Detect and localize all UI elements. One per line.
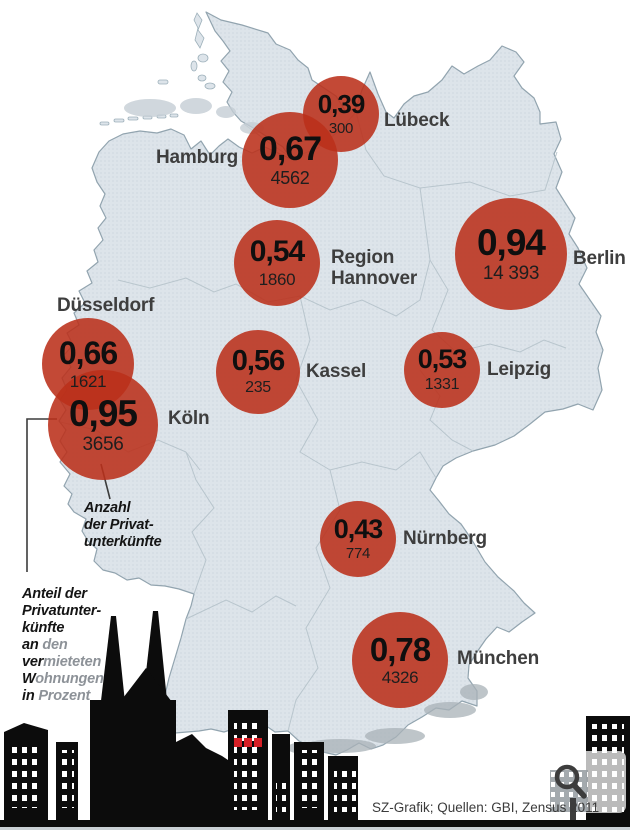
annotation-part: an: [22, 637, 43, 653]
data-bubble: [320, 501, 396, 577]
annotation-part: den: [42, 637, 68, 653]
data-bubble: [242, 112, 338, 208]
city-label: Berlin: [573, 248, 626, 269]
data-bubble: [455, 198, 567, 310]
zoom-button[interactable]: [544, 751, 626, 813]
city-label: München: [457, 648, 539, 669]
city-label: Hamburg: [156, 147, 238, 168]
data-bubble: [404, 332, 480, 408]
annotation-line: künfte: [22, 620, 65, 636]
annotation-part: Prozent: [38, 688, 91, 704]
data-bubble: [216, 330, 300, 414]
red-window-row: [234, 738, 262, 747]
annotation-part: in: [22, 688, 39, 704]
city-label: Region Hannover: [331, 247, 418, 289]
annotation-part: ohnungen: [35, 671, 104, 687]
count-annotation: Anzahl der Privat- unterkünfte: [84, 500, 162, 551]
annotation-part: mieteten: [43, 654, 102, 670]
city-label: Kassel: [306, 361, 367, 382]
annotation-line: Anzahl: [84, 500, 131, 516]
annotation-line: der Privat-: [84, 517, 154, 533]
city-label: Düsseldorf: [57, 295, 155, 316]
annotation-part: ver: [22, 654, 44, 670]
city-label: Köln: [168, 408, 210, 429]
data-bubble: [48, 370, 158, 480]
annotation-line: Privatunter-: [22, 603, 101, 619]
share-annotation: Anteil der Privatunter- künfte an den ve…: [22, 586, 104, 705]
magnifier-badge: [544, 751, 626, 820]
data-bubble: [234, 220, 320, 306]
city-label: Lübeck: [384, 110, 450, 131]
germany-outline: [58, 11, 604, 756]
annotation-part: W: [22, 671, 36, 687]
annotation-line: Anteil der: [22, 586, 87, 602]
city-label: Leipzig: [487, 359, 552, 380]
islands: [99, 12, 216, 126]
annotation-line: unterkünfte: [84, 534, 162, 550]
terrain-shading: [124, 98, 488, 754]
magnifier-icon: [554, 764, 587, 799]
data-bubble: [352, 612, 448, 708]
source-credit: SZ-Grafik; Quellen: GBI, Zensus 2011: [372, 800, 600, 815]
city-label: Nürnberg: [403, 528, 487, 549]
